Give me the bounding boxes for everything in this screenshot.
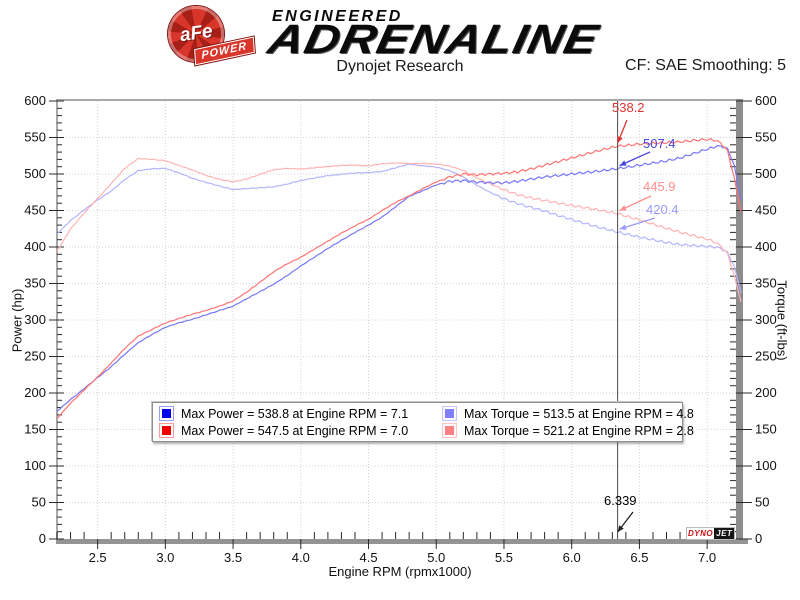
legend-text: Max Torque = 521.2 at Engine RPM = 2.8 xyxy=(464,423,694,438)
legend-box: Max Power = 538.8 at Engine RPM = 7.1 Ma… xyxy=(152,402,694,442)
svg-text:50: 50 xyxy=(755,495,769,510)
cursor-rpm-label: 6.339 xyxy=(604,493,637,508)
svg-text:7.0: 7.0 xyxy=(698,550,716,565)
svg-text:550: 550 xyxy=(755,130,777,145)
curve-power_red xyxy=(56,137,742,419)
svg-text:200: 200 xyxy=(24,385,46,400)
legend-item-max-torque-blue: Max Torque = 513.5 at Engine RPM = 4.8 xyxy=(442,405,694,422)
cursor-value-torque-red: 445.9 xyxy=(643,179,676,194)
svg-text:150: 150 xyxy=(755,422,777,437)
svg-text:350: 350 xyxy=(755,276,777,291)
svg-text:50: 50 xyxy=(32,495,46,510)
y-axis-label-power: Power (hp) xyxy=(9,288,25,353)
svg-text:6.0: 6.0 xyxy=(563,550,581,565)
legend-item-max-power-red: Max Power = 547.5 at Engine RPM = 7.0 xyxy=(159,422,442,439)
dynojet-watermark-dyno: DYNO xyxy=(688,529,714,538)
svg-text:4.5: 4.5 xyxy=(359,550,377,565)
svg-text:3.0: 3.0 xyxy=(156,550,174,565)
svg-text:350: 350 xyxy=(24,276,46,291)
svg-text:150: 150 xyxy=(24,422,46,437)
svg-text:600: 600 xyxy=(24,93,46,108)
svg-text:450: 450 xyxy=(24,203,46,218)
dynojet-watermark-jet: JET xyxy=(714,528,735,539)
svg-text:550: 550 xyxy=(24,130,46,145)
brand-engineered: ENGINEERED xyxy=(272,8,403,25)
svg-text:500: 500 xyxy=(24,166,46,181)
cursor-value-power-red: 538.2 xyxy=(612,100,645,115)
cursor-value-power-blue: 507.4 xyxy=(643,136,676,151)
legend-text: Max Torque = 513.5 at Engine RPM = 4.8 xyxy=(464,406,694,421)
svg-text:3.5: 3.5 xyxy=(224,550,242,565)
svg-text:250: 250 xyxy=(24,349,46,364)
svg-text:0: 0 xyxy=(755,531,762,546)
x-axis-label: Engine RPM (rpmx1000) xyxy=(328,564,472,579)
dynojet-watermark: DYNO JET xyxy=(685,527,736,540)
legend-item-max-power-blue: Max Power = 538.8 at Engine RPM = 7.1 xyxy=(159,405,442,422)
chart-title: Dynojet Research xyxy=(336,58,464,75)
svg-text:300: 300 xyxy=(755,312,777,327)
svg-text:400: 400 xyxy=(24,239,46,254)
svg-text:6.5: 6.5 xyxy=(630,550,648,565)
svg-text:0: 0 xyxy=(39,531,46,546)
legend-text: Max Power = 547.5 at Engine RPM = 7.0 xyxy=(181,423,409,438)
curve-power_blue xyxy=(56,145,742,412)
legend-swatch-blue xyxy=(159,406,174,421)
y-axis-label-torque: Torque (ft-lbs) xyxy=(774,280,790,361)
svg-text:300: 300 xyxy=(24,312,46,327)
svg-text:600: 600 xyxy=(755,93,777,108)
correction-factor-label: CF: SAE Smoothing: 5 xyxy=(625,57,786,74)
legend-swatch-light-red xyxy=(442,423,457,438)
cursor-value-torque-blue: 420.4 xyxy=(646,202,679,217)
svg-text:5.0: 5.0 xyxy=(427,550,445,565)
svg-text:100: 100 xyxy=(24,458,46,473)
curve-torque_red xyxy=(56,157,742,303)
svg-text:450: 450 xyxy=(755,203,777,218)
svg-text:4.0: 4.0 xyxy=(292,550,310,565)
legend-text: Max Power = 538.8 at Engine RPM = 7.1 xyxy=(181,406,409,421)
svg-text:100: 100 xyxy=(755,458,777,473)
svg-text:200: 200 xyxy=(755,385,777,400)
svg-text:5.5: 5.5 xyxy=(495,550,513,565)
svg-text:400: 400 xyxy=(755,239,777,254)
svg-text:250: 250 xyxy=(755,349,777,364)
legend-swatch-red xyxy=(159,423,174,438)
curve-torque_blue xyxy=(56,163,742,294)
svg-text:500: 500 xyxy=(755,166,777,181)
legend-swatch-light-blue xyxy=(442,406,457,421)
svg-text:2.5: 2.5 xyxy=(89,550,107,565)
legend-item-max-torque-red: Max Torque = 521.2 at Engine RPM = 2.8 xyxy=(442,422,694,439)
